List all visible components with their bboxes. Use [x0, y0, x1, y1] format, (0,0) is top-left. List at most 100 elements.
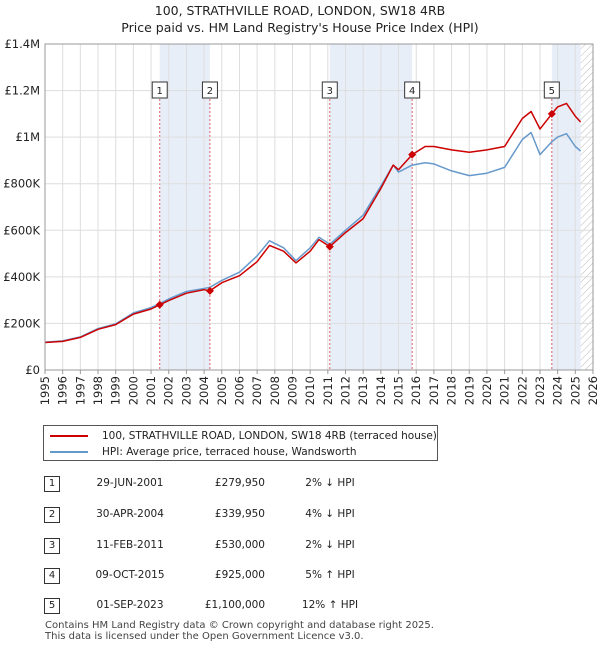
sale-label-box [321, 81, 338, 99]
plot-frame [44, 43, 594, 371]
x-tick-label: 1999 [109, 376, 123, 405]
x-tick-label: 2009 [285, 376, 299, 405]
x-tick-label: 2026 [586, 376, 600, 405]
x-tick-label: 2012 [339, 376, 353, 405]
ownership-shade [159, 44, 210, 370]
sale-number: 1 [44, 476, 60, 492]
legend: 100, STRATHVILLE ROAD, LONDON, SW18 4RB … [43, 425, 438, 461]
legend-item-property: 100, STRATHVILLE ROAD, LONDON, SW18 4RB … [50, 428, 437, 444]
x-tick-label: 2013 [356, 376, 370, 405]
table-row: 5 01-SEP-2023 £1,100,000 12% ↑ HPI [0, 596, 600, 616]
x-tick-label: 1997 [73, 376, 87, 405]
sale-price: £1,100,000 [204, 599, 265, 611]
y-tick-label: £0 [25, 363, 40, 377]
x-tick-label: 2017 [427, 376, 441, 405]
plot-background [159, 44, 593, 370]
series-layer [44, 102, 582, 344]
sale-number: 4 [44, 568, 60, 584]
sale-date: 01-SEP-2023 [96, 599, 164, 611]
footer-attribution: Contains HM Land Registry data © Crown c… [45, 620, 434, 642]
sale-label: 2 [207, 86, 213, 97]
title-line-1: 100, STRATHVILLE ROAD, LONDON, SW18 4RB [154, 3, 446, 18]
x-tick-label: 2011 [321, 376, 335, 405]
x-tick-label: 2002 [162, 376, 176, 405]
x-tick-label: 2010 [303, 376, 317, 405]
x-tick-label: 2006 [232, 376, 246, 405]
x-tick-label: 2020 [480, 376, 494, 405]
y-tick-label: £800K [3, 177, 40, 191]
sale-label: 5 [549, 86, 555, 97]
x-tick-label: 2003 [179, 376, 193, 405]
ownership-shade [329, 44, 413, 370]
x-tick-label: 2015 [392, 376, 406, 405]
x-tick-label: 2016 [409, 376, 423, 405]
sale-number: 5 [44, 598, 60, 614]
x-tick-label: 2024 [551, 376, 565, 405]
y-tick-label: £600K [3, 223, 40, 237]
sale-date: 09-OCT-2015 [95, 569, 165, 581]
sale-label: 1 [157, 86, 163, 97]
x-tick-label: 1995 [38, 376, 52, 405]
sale-date: 30-APR-2004 [96, 508, 164, 520]
sale-label: 4 [409, 86, 415, 97]
x-tick-label: 2007 [250, 376, 264, 405]
sale-price: £925,000 [214, 569, 265, 581]
sale-number: 3 [44, 538, 60, 554]
sale-marker [155, 300, 164, 309]
sale-hpi-diff: 4% ↓ HPI [305, 508, 355, 520]
x-tick-label: 2021 [498, 376, 512, 405]
x-tick-label: 2014 [374, 376, 388, 405]
legend-item-hpi: HPI: Average price, terraced house, Wand… [50, 444, 357, 460]
y-tick-label: £1.2M [4, 84, 40, 98]
x-tick-label: 2018 [445, 376, 459, 405]
table-row: 4 09-OCT-2015 £925,000 5% ↑ HPI [0, 566, 600, 586]
sale-markers: 1 2 3 4 5 [151, 81, 560, 309]
footer-line-2: This data is licensed under the Open Gov… [45, 631, 364, 642]
sale-hpi-diff: 2% ↓ HPI [305, 477, 355, 489]
sale-number: 2 [44, 507, 60, 523]
grid-lines [44, 43, 594, 371]
x-tick-label: 2008 [268, 376, 282, 405]
x-tick-label: 2000 [126, 376, 140, 405]
y-tick-label: £200K [3, 316, 40, 330]
y-tick-label: £1.4M [4, 37, 40, 51]
x-tick-label: 1998 [91, 376, 105, 405]
axes: £0 £200K £400K £600K £800K £1M £1.2M £1.4M 1995 1… [3, 37, 600, 405]
x-tick-label: 2005 [215, 376, 229, 405]
sale-label-box [404, 81, 421, 99]
sale-label-box [151, 81, 168, 99]
sale-date: 11-FEB-2011 [96, 539, 164, 551]
price-chart: 1 2 3 4 5 £0 £200K £400K £600K £800K £1M £1.2M £1.4… [3, 37, 600, 405]
x-tick-label: 2004 [197, 376, 211, 405]
chart-title: 100, STRATHVILLE ROAD, LONDON, SW18 4RB … [0, 2, 600, 36]
x-tick-label: 1996 [56, 376, 70, 405]
sale-marker [205, 286, 214, 295]
table-row: 2 30-APR-2004 £339,950 4% ↓ HPI [0, 505, 600, 525]
legend-swatch-property [50, 435, 88, 437]
x-tick-label: 2025 [568, 376, 582, 405]
x-tick-label: 2022 [515, 376, 529, 405]
sale-label-box [543, 81, 560, 99]
sale-marker [408, 150, 417, 159]
y-tick-label: £1M [15, 130, 40, 144]
table-row: 1 29-JUN-2001 £279,950 2% ↓ HPI [0, 474, 600, 494]
legend-label-hpi: HPI: Average price, terraced house, Wand… [102, 446, 357, 458]
projection-hatch [580, 44, 593, 370]
sale-hpi-diff: 2% ↓ HPI [305, 539, 355, 551]
sale-price: £279,950 [214, 477, 265, 489]
hpi-line [44, 131, 582, 343]
sale-price: £530,000 [214, 539, 265, 551]
sale-marker [547, 109, 556, 118]
sale-price: £339,950 [214, 508, 265, 520]
sale-hpi-diff: 5% ↑ HPI [305, 569, 355, 581]
x-tick-label: 2019 [462, 376, 476, 405]
y-tick-label: £400K [3, 270, 40, 284]
legend-swatch-hpi [50, 451, 88, 453]
x-tick-label: 2023 [533, 376, 547, 405]
property-price-line [44, 102, 582, 344]
table-row: 3 11-FEB-2011 £530,000 2% ↓ HPI [0, 536, 600, 556]
sale-label-box [201, 81, 218, 99]
sale-label: 3 [327, 86, 333, 97]
footer-line-1: Contains HM Land Registry data © Crown c… [45, 620, 434, 631]
x-tick-label: 2001 [144, 376, 158, 405]
